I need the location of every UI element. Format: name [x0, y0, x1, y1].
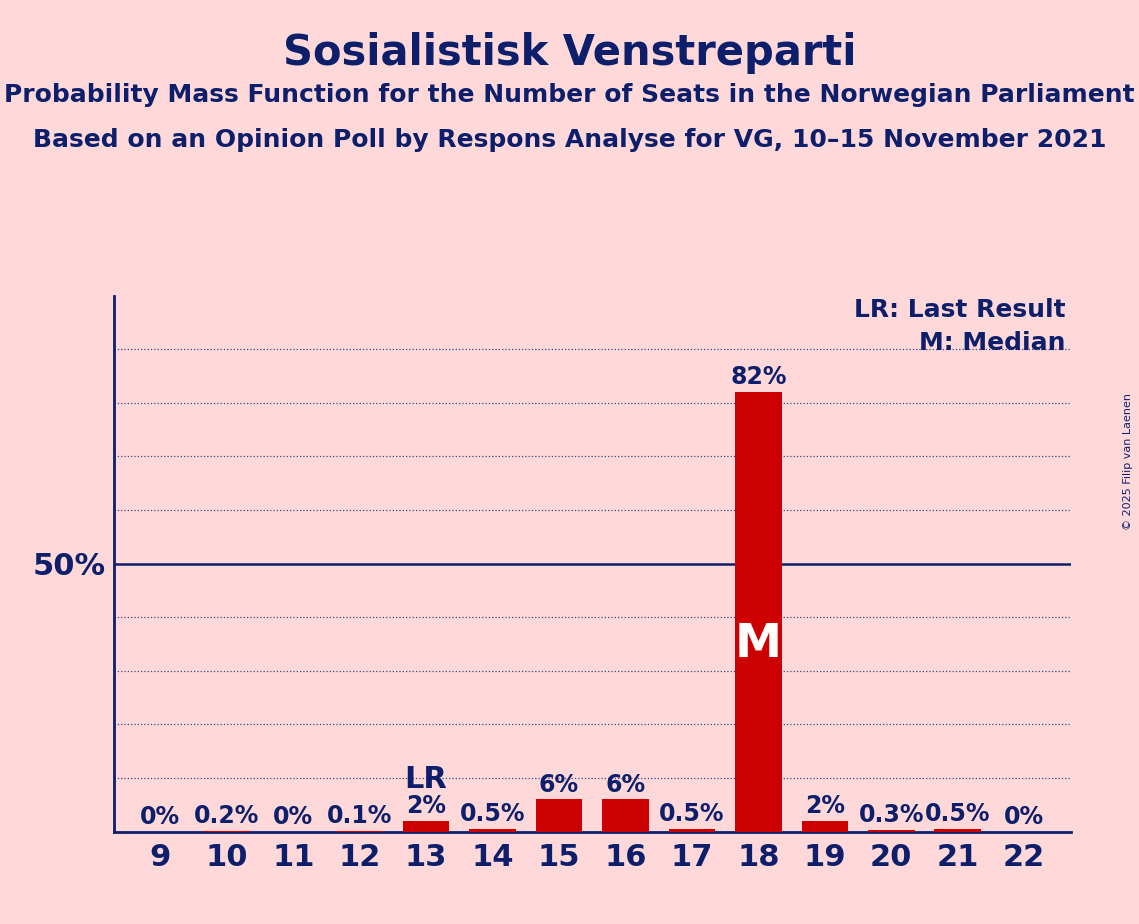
- Text: 6%: 6%: [606, 772, 646, 796]
- Text: Probability Mass Function for the Number of Seats in the Norwegian Parliament: Probability Mass Function for the Number…: [5, 83, 1134, 107]
- Text: LR: Last Result: LR: Last Result: [854, 298, 1066, 322]
- Text: 0.5%: 0.5%: [659, 802, 724, 826]
- Bar: [669, 829, 715, 832]
- Bar: [603, 799, 649, 832]
- Bar: [535, 799, 582, 832]
- Text: 0%: 0%: [140, 805, 180, 829]
- Text: M: M: [735, 622, 781, 666]
- Bar: [403, 821, 450, 832]
- Bar: [802, 821, 849, 832]
- Text: Sosialistisk Venstreparti: Sosialistisk Venstreparti: [282, 32, 857, 74]
- Text: 0.3%: 0.3%: [859, 803, 924, 827]
- Text: © 2025 Filip van Laenen: © 2025 Filip van Laenen: [1123, 394, 1133, 530]
- Text: M: Median: M: Median: [919, 331, 1066, 355]
- Text: 0.5%: 0.5%: [925, 802, 991, 826]
- Bar: [204, 831, 251, 832]
- Bar: [934, 829, 981, 832]
- Text: 0.5%: 0.5%: [460, 802, 525, 826]
- Text: 6%: 6%: [539, 772, 579, 796]
- Text: 0.1%: 0.1%: [327, 805, 393, 829]
- Text: 2%: 2%: [805, 795, 845, 819]
- Bar: [735, 392, 781, 832]
- Text: Based on an Opinion Poll by Respons Analyse for VG, 10–15 November 2021: Based on an Opinion Poll by Respons Anal…: [33, 128, 1106, 152]
- Text: 0%: 0%: [273, 805, 313, 829]
- Bar: [868, 830, 915, 832]
- Text: 0.2%: 0.2%: [194, 804, 260, 828]
- Text: LR: LR: [404, 765, 448, 794]
- Text: 0%: 0%: [1005, 805, 1044, 829]
- Text: 82%: 82%: [730, 366, 787, 390]
- Bar: [469, 829, 516, 832]
- Text: 2%: 2%: [407, 795, 446, 819]
